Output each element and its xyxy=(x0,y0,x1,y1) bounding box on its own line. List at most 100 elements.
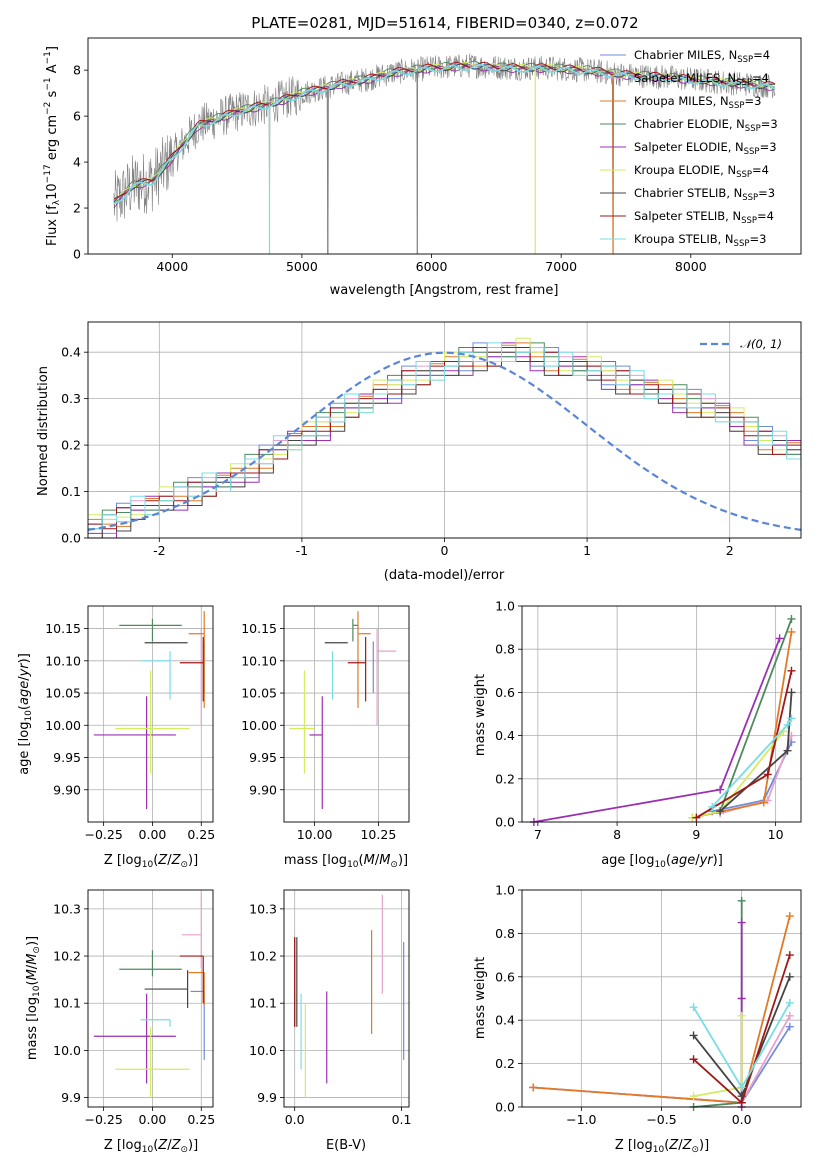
residuals-ylabel: Normed distribution xyxy=(36,366,51,496)
x-tick-label: -2 xyxy=(153,543,165,558)
spectrum-xlabel: wavelength [Angstrom, rest frame] xyxy=(330,283,559,298)
y-tick-label: 0.2 xyxy=(495,771,515,786)
mass-weight-marker-kroupa_stelib xyxy=(783,720,792,729)
plot-frame xyxy=(87,889,214,1108)
legend-entry-chabrier_miles: Chabrier MILES, NSSP=4 xyxy=(634,48,770,65)
mass-weight-marker-chabrier_elodie xyxy=(737,896,746,905)
legend-entry-normal: 𝒩(0, 1) xyxy=(740,337,782,351)
mass-weight-marker-salpeter_elodie xyxy=(775,634,784,643)
y-tick-label: 10.2 xyxy=(249,949,277,964)
age-mass-xlabel: mass [log10(M/M⊙)] xyxy=(284,853,408,870)
x-tick-label: −0.25 xyxy=(84,827,122,842)
legend-entry-salpeter_elodie: Salpeter ELODIE, NSSP=3 xyxy=(634,140,777,157)
mw-age-xlabel: age [log10(age/yr)] xyxy=(601,853,723,870)
plot-frame xyxy=(283,889,410,1108)
age-z-ylabel: age [log10(age/yr)] xyxy=(17,653,34,775)
y-tick-label: 9.90 xyxy=(53,782,81,797)
mass-weight-vs-z-panel: −1.0 −0.5 0.0 0.0 0.2 0.4 0.6 0.8 1.0 xyxy=(495,883,802,1127)
mass-weight-line-chabrier_stelib xyxy=(719,692,793,812)
y-tick-label: 9.90 xyxy=(249,782,277,797)
residual-histogram-salpeter_elodie xyxy=(88,342,801,538)
residual-histogram-salpeter_miles xyxy=(88,347,801,538)
legend-entry-suffix: =3 xyxy=(749,232,766,246)
mass-weight-vs-age-panel: 7 8 9 10 0.0 0.2 0.4 0.6 0.8 1.0 xyxy=(495,599,802,842)
y-tick-label: 10.00 xyxy=(45,718,81,733)
y-tick-label: 10.2 xyxy=(53,949,81,964)
legend-entry-suffix: =3 xyxy=(761,117,778,131)
residual-histogram-chabrier_stelib xyxy=(88,347,801,538)
spectrum-panel: 4000 5000 6000 7000 8000 0 2 4 6 8 Chabrier MILES,… xyxy=(73,37,802,274)
y-tick-label: 10.00 xyxy=(241,718,277,733)
y-tick-label: 0.0 xyxy=(495,815,515,830)
mass-weight-marker-salpeter_stelib xyxy=(787,666,796,675)
mass-weight-line-salpeter_stelib xyxy=(695,670,793,819)
mass-vs-z-panel: −0.25 0.00 0.25 9.9 10.0 10.1 10.2 10.3 xyxy=(53,889,215,1127)
mass-weight-marker-salpeter_elodie xyxy=(737,994,746,1003)
y-tick-label: 10.0 xyxy=(53,1043,81,1058)
mass-weight-marker-chabrier_stelib xyxy=(783,746,792,755)
mass-weight-marker-kroupa_stelib xyxy=(785,998,794,1007)
residuals-xlabel: (data-model)/error xyxy=(384,568,505,583)
mass-z-ylabel: mass [log10(M/M⊙)] xyxy=(25,936,42,1060)
y-tick-label: 1.0 xyxy=(495,883,515,898)
legend-entry-suffix: =4 xyxy=(753,48,770,62)
y-tick-label: 0.2 xyxy=(495,1056,515,1071)
x-tick-label: 9 xyxy=(692,827,700,842)
x-tick-label: 0.25 xyxy=(187,1112,215,1127)
legend-entry-chabrier_elodie: Chabrier ELODIE, NSSP=3 xyxy=(634,117,778,134)
mass-weight-marker-salpeter_stelib xyxy=(737,1098,746,1107)
legend-entry-salpeter_stelib: Salpeter STELIB, NSSP=4 xyxy=(634,209,774,226)
plot-frame xyxy=(87,37,802,255)
mass-weight-marker-kroupa_miles xyxy=(759,798,768,807)
x-tick-label: 8 xyxy=(613,827,621,842)
y-tick-label: 0.2 xyxy=(61,438,81,453)
y-tick-label: 0.4 xyxy=(495,1013,515,1028)
legend-entry-text: Salpeter ELODIE, N xyxy=(634,140,744,154)
legend-entry-text: Chabrier ELODIE, N xyxy=(634,117,745,131)
residual-histogram-chabrier_elodie xyxy=(88,342,801,530)
legend-entry-text: Kroupa ELODIE, N xyxy=(634,163,736,177)
mass-weight-marker-kroupa_elodie xyxy=(689,1092,698,1101)
y-tick-label: 10.05 xyxy=(45,686,81,701)
spectrum-title: PLATE=0281, MJD=51614, FIBERID=0340, z=0… xyxy=(251,14,638,32)
x-tick-label: 10.00 xyxy=(297,827,333,842)
x-tick-label: 1 xyxy=(583,543,591,558)
mw-z-ylabel: mass weight xyxy=(473,957,488,1039)
legend-entry-subscript: SSP xyxy=(734,239,750,249)
y-tick-label: 10.05 xyxy=(241,686,277,701)
mass-weight-marker-kroupa_stelib xyxy=(689,1003,698,1012)
y-tick-label: 10.15 xyxy=(45,621,81,636)
x-tick-label: 7000 xyxy=(545,259,577,274)
legend-entry-subscript: SSP xyxy=(742,193,758,203)
residuals-panel: -2 -1 0 1 2 0.0 0.1 0.2 0.3 0.4 𝒩(0, 1) xyxy=(61,321,802,558)
legend-entry-subscript: SSP xyxy=(741,216,757,226)
mass-weight-marker-chabrier_stelib xyxy=(689,1031,698,1040)
mass-weight-marker-salpeter_miles xyxy=(785,1011,794,1020)
y-tick-label: 1.0 xyxy=(495,599,515,614)
legend-entry-suffix: =4 xyxy=(752,71,769,85)
y-tick-label: 0.0 xyxy=(61,531,81,546)
y-tick-label: 9.9 xyxy=(257,1090,277,1105)
legend-entry-subscript: SSP xyxy=(736,78,752,88)
mass-weight-line-kroupa_elodie xyxy=(693,1015,743,1098)
x-tick-label: 0.00 xyxy=(139,1112,167,1127)
mass-vs-ebv-panel: 0.0 0.1 9.9 10.0 10.1 10.2 10.3 xyxy=(249,889,412,1127)
legend-entry-suffix: =3 xyxy=(760,140,777,154)
legend-entry-chabrier_stelib: Chabrier STELIB, NSSP=3 xyxy=(634,186,775,203)
x-tick-label: 10 xyxy=(768,827,784,842)
legend-entry-text: Salpeter MILES, N xyxy=(634,71,736,85)
mass-weight-marker-salpeter_elodie xyxy=(737,918,746,927)
x-tick-label: 0.1 xyxy=(392,1112,412,1127)
y-tick-label: 6 xyxy=(73,109,81,124)
y-tick-label: 0.1 xyxy=(61,484,81,499)
mass-weight-marker-chabrier_stelib xyxy=(716,807,725,816)
y-tick-label: 9.95 xyxy=(53,750,81,765)
normal-distribution-curve xyxy=(88,351,801,531)
legend-entry-suffix: =3 xyxy=(744,94,761,108)
mass-weight-line-chabrier_elodie xyxy=(719,618,793,812)
y-tick-label: 9.95 xyxy=(249,750,277,765)
legend-entry-subscript: SSP xyxy=(736,170,752,180)
y-tick-label: 2 xyxy=(73,201,81,216)
